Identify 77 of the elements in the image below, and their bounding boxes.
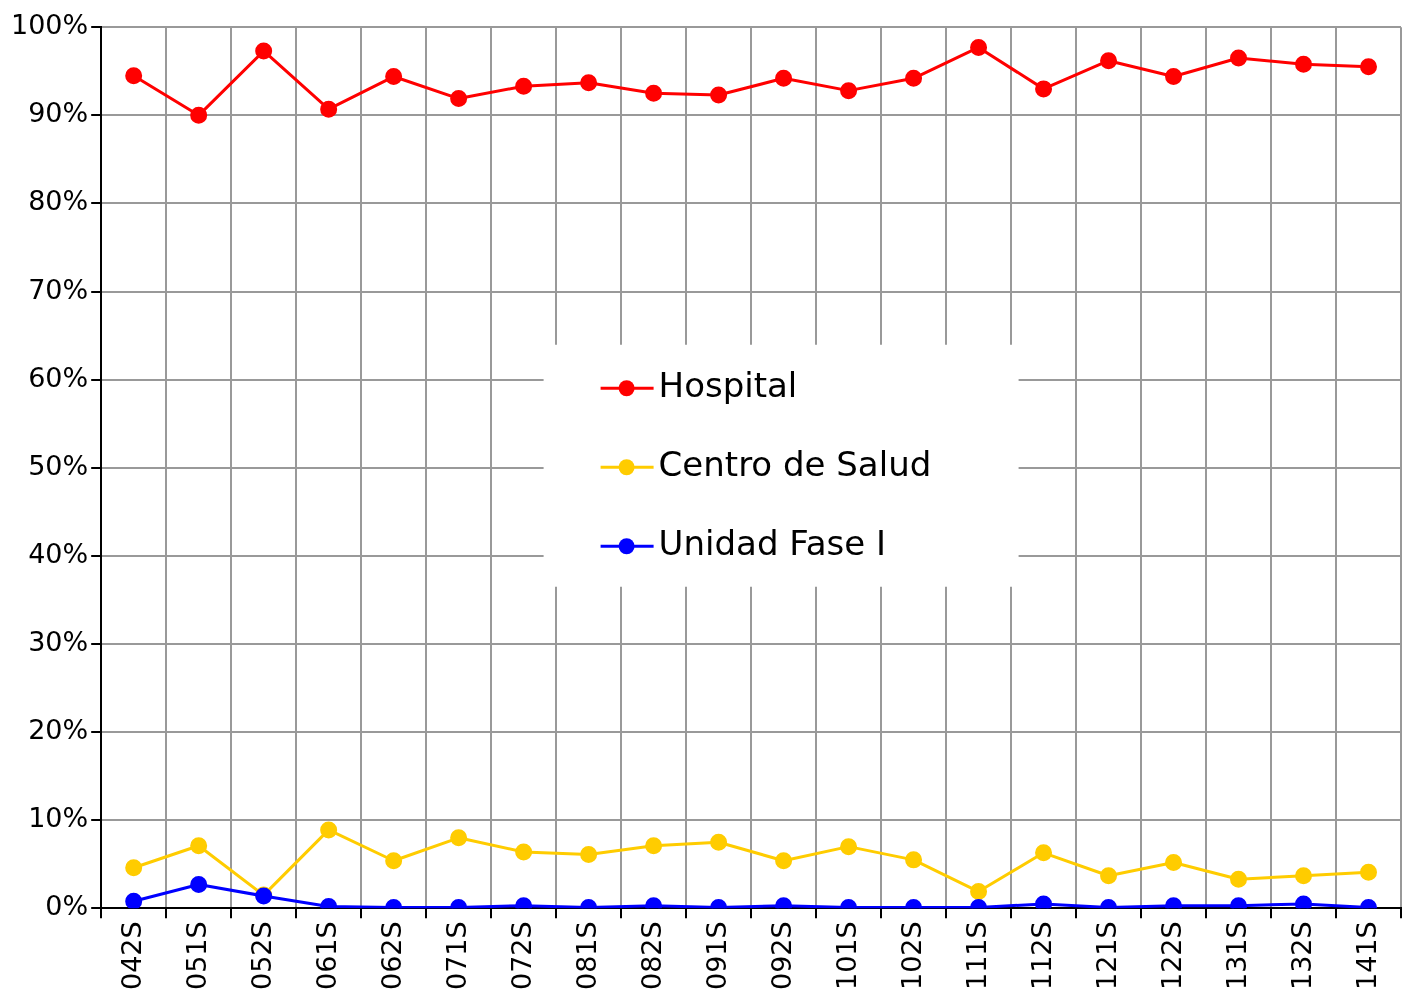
y-tick-label: 30% [28,626,89,657]
x-tick-label: 082S [635,921,667,991]
point [775,852,793,870]
point [515,77,533,95]
point [385,852,403,870]
point [320,821,338,839]
x-tick-label: 112S [1025,921,1057,991]
x-tick-label: 071S [440,921,472,991]
point [190,837,208,855]
point [385,68,403,86]
point [190,876,208,894]
point [1295,867,1313,885]
point [970,38,988,56]
point [1165,854,1183,872]
y-tick-label: 100% [10,9,89,41]
y-tick-label: 0% [45,890,89,922]
x-tick-label: 042S [115,921,147,991]
point [580,846,598,864]
x-tick-label: 102S [895,921,927,991]
point [1035,895,1053,909]
x-tick-label: 052S [245,921,277,991]
x-tick-label: 101S [830,921,862,991]
y-tick-label: 20% [28,714,89,746]
point [580,74,598,92]
point [515,843,533,861]
point [710,833,728,851]
x-tick-label: 081S [570,921,602,991]
x-tick-label: 131S [1220,921,1252,991]
legend-label: Hospital [658,365,798,406]
point [905,851,923,869]
point [710,86,728,104]
point [1360,58,1378,76]
point [255,42,273,60]
x-tick-label: 121S [1090,921,1122,991]
point [1360,863,1378,881]
x-tick-label: 092S [765,921,797,991]
point [125,892,143,909]
point [840,82,858,100]
y-tick-label: 40% [28,537,89,569]
point [450,90,468,108]
point [125,67,143,85]
x-tick-label: 141S [1350,921,1382,991]
point [645,837,663,855]
y-tick-label: 10% [28,802,89,834]
x-tick-label: 051S [180,921,212,991]
x-tick-label: 072S [505,921,537,991]
x-tick-label: 062S [375,921,407,991]
point [1100,867,1118,885]
point [905,69,923,87]
point [775,69,793,87]
point [320,100,338,118]
point [645,84,663,102]
point [1295,55,1313,73]
y-tick-label: 70% [28,273,89,305]
y-tick-label: 50% [28,449,89,481]
y-tick-label: 60% [28,361,89,393]
legend-label: Unidad Fase I [658,523,887,564]
x-tick-label: 111S [960,921,992,991]
point [1230,49,1248,67]
legend-label: Centro de Salud [658,444,932,485]
x-tick-label: 122S [1155,921,1187,991]
x-tick-label: 132S [1285,921,1317,991]
point [970,883,988,901]
point [1035,844,1053,862]
point [840,838,858,856]
x-tick-label: 091S [700,921,732,991]
point [1230,870,1248,888]
point [1295,895,1313,909]
y-tick-label: 80% [28,185,89,217]
point [125,859,143,877]
x-tick-label: 061S [310,921,342,991]
y-tick-label: 90% [28,97,89,129]
point [1100,52,1118,70]
point [190,106,208,124]
point [1035,80,1053,98]
point [450,829,468,847]
point [1165,68,1183,86]
